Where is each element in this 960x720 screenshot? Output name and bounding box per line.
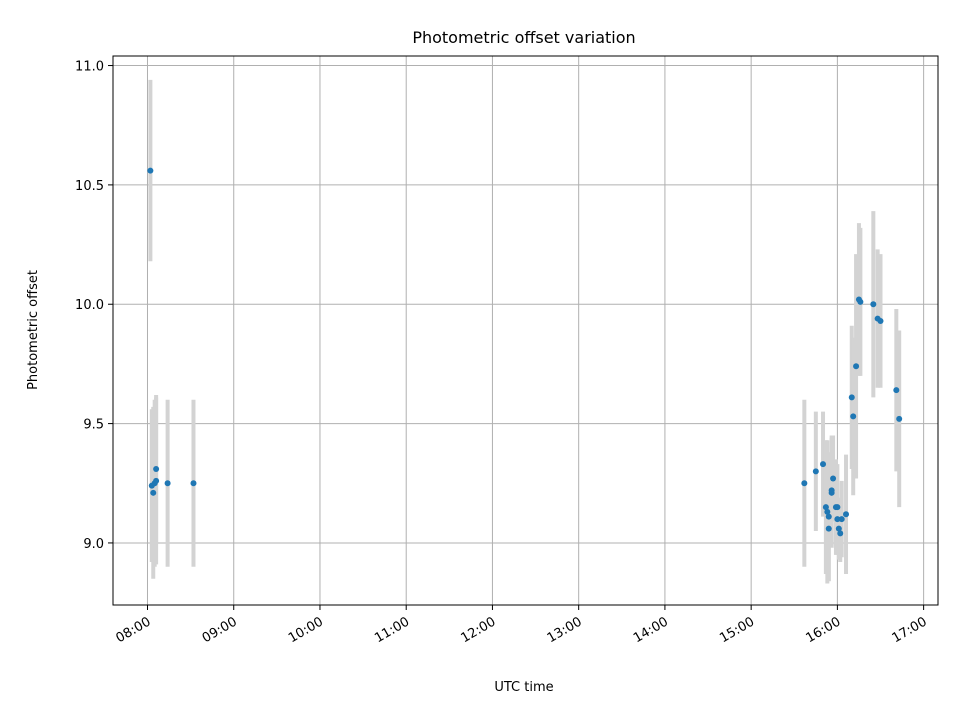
plot-frame: [112, 55, 939, 606]
data-point: [877, 317, 884, 324]
y-axis-ticks: 9.0 9.5 10.0 10.5 11.0: [75, 60, 113, 552]
data-point: [822, 504, 829, 511]
data-point: [147, 167, 154, 174]
y-tick-label: 9.0: [83, 537, 104, 552]
data-point: [150, 489, 157, 496]
x-tick-label: 08:00: [114, 614, 154, 646]
data-point: [830, 475, 837, 482]
x-tick-label: 14:00: [631, 614, 671, 646]
data-point: [828, 487, 835, 494]
data-point: [153, 465, 160, 472]
data-point: [820, 461, 827, 468]
data-point: [812, 468, 819, 475]
y-tick-label: 10.5: [75, 179, 104, 194]
data-point: [801, 480, 808, 487]
x-tick-label: 16:00: [803, 614, 843, 646]
x-tick-label: 11:00: [372, 614, 412, 646]
x-tick-label: 10:00: [286, 614, 326, 646]
data-points: [147, 167, 903, 537]
chart-title: Photometric offset variation: [412, 28, 635, 47]
data-point: [190, 480, 197, 487]
data-point: [857, 298, 864, 305]
data-point: [834, 504, 841, 511]
data-point: [853, 363, 860, 370]
data-point: [843, 511, 850, 518]
data-point: [896, 415, 903, 422]
x-tick-label: 12:00: [458, 614, 498, 646]
data-point: [825, 513, 832, 520]
grid: [113, 56, 938, 605]
data-point: [848, 394, 855, 401]
error-bars: [148, 79, 902, 584]
y-tick-label: 9.5: [83, 418, 104, 433]
data-point: [837, 530, 844, 537]
x-tick-label: 15:00: [717, 614, 757, 646]
data-point: [838, 516, 845, 523]
data-point: [164, 480, 171, 487]
x-axis-ticks: 08:00 09:00 10:00 11:00 12:00 13:00 14:00 15:00…: [114, 605, 930, 646]
data-point: [893, 387, 900, 394]
y-tick-label: 11.0: [75, 60, 104, 75]
data-point: [834, 516, 841, 523]
x-axis-label: UTC time: [494, 680, 553, 695]
data-point: [824, 508, 831, 515]
y-tick-label: 10.0: [75, 298, 104, 313]
data-point: [153, 477, 160, 484]
x-tick-label: 13:00: [545, 614, 585, 646]
y-axis-label: Photometric offset: [26, 270, 41, 390]
data-point: [850, 413, 857, 420]
data-point: [870, 301, 877, 308]
x-tick-label: 17:00: [890, 614, 930, 646]
x-tick-label: 09:00: [200, 614, 240, 646]
data-point: [825, 525, 832, 532]
data-point: [835, 525, 842, 532]
